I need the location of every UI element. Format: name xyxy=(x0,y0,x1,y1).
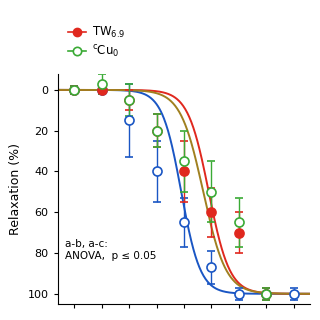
Text: a-b, a-c:
ANOVA,  p ≤ 0.05: a-b, a-c: ANOVA, p ≤ 0.05 xyxy=(65,239,156,261)
Y-axis label: Relaxation (%): Relaxation (%) xyxy=(9,143,22,235)
Legend: $\mathregular{TW_{6.9}}$, $\mathregular{^cCu_0}$: $\mathregular{TW_{6.9}}$, $\mathregular{… xyxy=(63,20,130,65)
